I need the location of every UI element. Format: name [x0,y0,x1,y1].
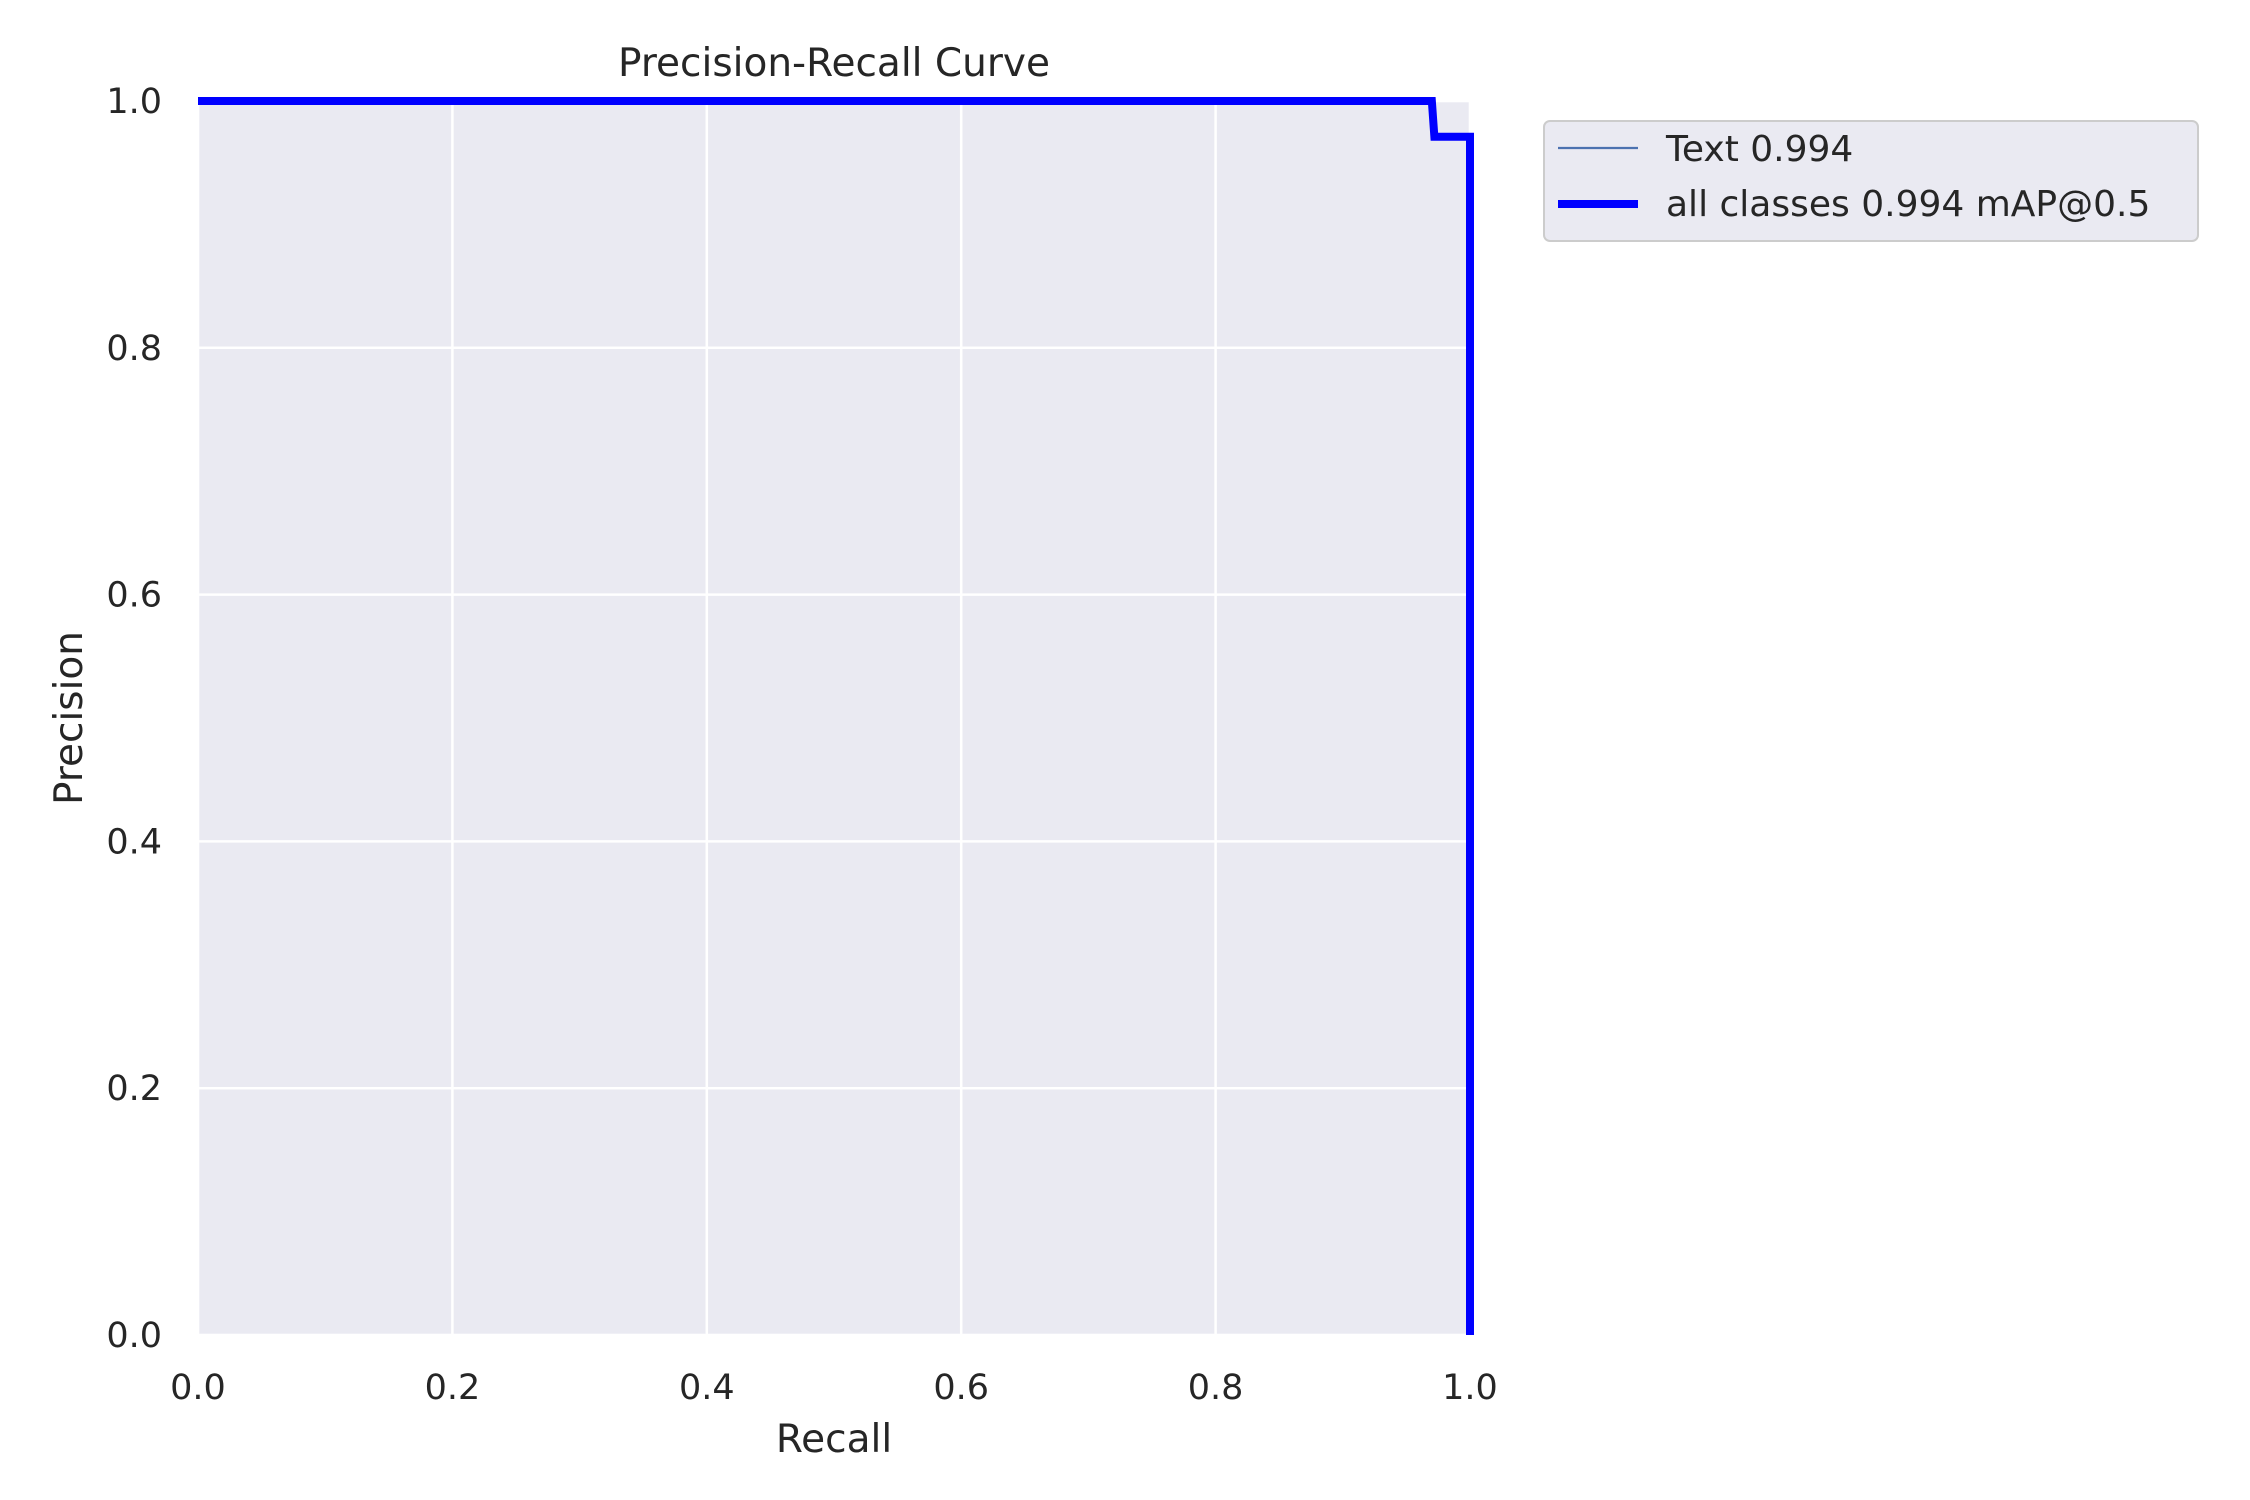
x-tick-label: 0.8 [1188,1368,1244,1408]
series-lines [198,97,1474,1335]
series-line-all-classes [198,97,1474,1335]
x-axis-label: Recall [776,1417,892,1462]
x-tick-label: 0.0 [170,1368,226,1408]
y-tick-label: 0.6 [106,576,162,616]
legend-label-text: Text 0.994 [1665,129,1853,170]
legend-box [1543,120,2199,242]
x-tick-labels: 0.0 0.2 0.4 0.6 0.8 1.0 [170,1368,1498,1408]
x-tick-label: 0.4 [679,1368,735,1408]
legend: Text 0.994 all classes 0.994 mAP@0.5 [1543,120,2199,242]
plot-background [198,101,1470,1335]
y-tick-label: 0.2 [106,1069,162,1109]
x-tick-label: 0.6 [933,1368,989,1408]
legend-label-all-classes: all classes 0.994 mAP@0.5 [1666,184,2150,225]
y-tick-labels: 0.0 0.2 0.4 0.6 0.8 1.0 [106,82,162,1356]
y-tick-label: 0.8 [106,329,162,369]
y-tick-label: 1.0 [106,82,162,122]
y-tick-label: 0.0 [106,1316,162,1356]
y-axis-label: Precision [47,631,92,805]
x-tick-label: 1.0 [1442,1368,1498,1408]
chart-title: Precision-Recall Curve [618,41,1050,86]
x-tick-label: 0.2 [425,1368,481,1408]
y-tick-label: 0.4 [106,822,162,862]
